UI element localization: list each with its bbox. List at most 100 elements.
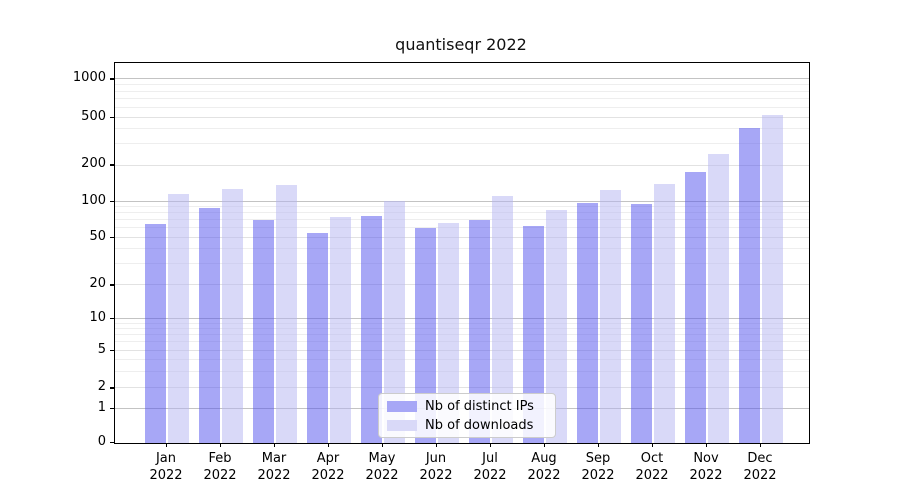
y-tick-label-0: 0	[97, 434, 106, 449]
y-tick-mark-500	[110, 116, 114, 119]
legend-label-nb-of-downloads: Nb of downloads	[425, 417, 534, 433]
chart-title: quantiseqr 2022	[395, 35, 527, 54]
bar-nb-of-downloads-nov-2022	[708, 154, 729, 443]
x-tick-label-may-2022: May 2022	[365, 451, 399, 483]
bar-nb-of-distinct-ips-jun-2022	[415, 228, 436, 443]
x-tick-mark-aug-2022	[544, 443, 546, 447]
x-tick-mark-sep-2022	[598, 443, 600, 447]
gridline-5	[115, 349, 809, 351]
gridline-900	[115, 84, 809, 86]
x-tick-mark-feb-2022	[220, 443, 222, 447]
plot-area: Nb of distinct IPs Nb of downloads	[114, 62, 810, 444]
x-tick-label-jun-2022: Jun 2022	[419, 451, 453, 483]
bar-nb-of-distinct-ips-jan-2022	[145, 224, 166, 443]
gridline-4	[115, 358, 809, 360]
x-tick-label-jul-2022: Jul 2022	[473, 451, 507, 483]
bar-nb-of-downloads-mar-2022	[276, 185, 297, 443]
gridline-60	[115, 227, 809, 229]
bar-nb-of-downloads-jul-2022	[492, 195, 513, 443]
y-tick-label-2: 2	[97, 379, 106, 395]
y-tick-mark-10	[110, 318, 114, 320]
y-tick-label-20: 20	[89, 276, 106, 292]
bar-nb-of-distinct-ips-sep-2022	[577, 203, 598, 443]
gridline-6	[115, 341, 809, 343]
y-tick-mark-1000	[110, 78, 114, 80]
gridline-80	[115, 212, 809, 214]
y-tick-label-50: 50	[89, 228, 106, 244]
x-tick-label-oct-2022: Oct 2022	[635, 451, 669, 483]
gridline-300	[115, 143, 809, 145]
x-tick-label-apr-2022: Apr 2022	[311, 451, 345, 483]
gridline-1000	[115, 78, 809, 80]
y-tick-mark-0	[110, 442, 114, 444]
y-tick-mark-1	[110, 407, 114, 409]
bar-nb-of-distinct-ips-aug-2022	[523, 225, 544, 443]
bar-nb-of-distinct-ips-feb-2022	[199, 207, 220, 443]
y-tick-label-100: 100	[81, 192, 106, 208]
bar-nb-of-downloads-sep-2022	[600, 190, 621, 443]
bar-nb-of-downloads-oct-2022	[654, 184, 675, 443]
legend-label-nb-of-distinct-ips: Nb of distinct IPs	[425, 398, 534, 414]
x-tick-label-feb-2022: Feb 2022	[203, 451, 237, 483]
y-tick-mark-200	[110, 164, 114, 166]
x-tick-label-aug-2022: Aug 2022	[527, 451, 561, 483]
y-tick-mark-20	[110, 284, 114, 286]
y-tick-label-10: 10	[89, 310, 106, 325]
x-tick-label-nov-2022: Nov 2022	[689, 451, 723, 483]
y-tick-label-200: 200	[81, 156, 106, 172]
x-tick-mark-oct-2022	[652, 443, 654, 447]
gridline-400	[115, 128, 809, 130]
legend-row-nb-of-downloads: Nb of downloads	[387, 418, 547, 433]
legend-swatch-nb-of-downloads	[387, 419, 417, 431]
legend-swatch-nb-of-distinct-ips	[387, 400, 417, 412]
x-tick-label-sep-2022: Sep 2022	[581, 451, 615, 483]
gridline-50	[115, 236, 809, 238]
x-tick-label-mar-2022: Mar 2022	[257, 451, 291, 483]
bar-nb-of-downloads-apr-2022	[330, 217, 351, 443]
legend-row-nb-of-distinct-ips: Nb of distinct IPs	[387, 399, 547, 414]
bar-nb-of-downloads-feb-2022	[222, 188, 243, 443]
bar-nb-of-downloads-jan-2022	[168, 193, 189, 443]
gridline-500	[115, 116, 809, 118]
x-tick-label-jan-2022: Jan 2022	[149, 451, 183, 483]
y-tick-label-500: 500	[81, 108, 106, 124]
bar-nb-of-distinct-ips-may-2022	[361, 215, 382, 443]
gridline-3	[115, 370, 809, 372]
legend: Nb of distinct IPs Nb of downloads	[378, 393, 556, 438]
bar-nb-of-distinct-ips-apr-2022	[307, 232, 328, 443]
y-tick-mark-5	[110, 349, 114, 351]
bar-nb-of-downloads-aug-2022	[546, 210, 567, 443]
y-tick-label-5: 5	[97, 341, 106, 357]
x-tick-mark-mar-2022	[274, 443, 276, 447]
y-tick-mark-2	[110, 387, 114, 389]
bar-nb-of-distinct-ips-oct-2022	[631, 204, 652, 443]
gridline-600	[115, 106, 809, 108]
x-tick-mark-jul-2022	[490, 443, 492, 447]
x-tick-label-dec-2022: Dec 2022	[743, 451, 777, 483]
bar-nb-of-downloads-may-2022	[384, 201, 405, 443]
gridline-90	[115, 206, 809, 208]
gridline-2	[115, 387, 809, 389]
gridline-200	[115, 164, 809, 166]
bar-nb-of-distinct-ips-nov-2022	[685, 171, 706, 443]
x-tick-mark-nov-2022	[706, 443, 708, 447]
x-tick-mark-may-2022	[382, 443, 384, 447]
bar-nb-of-downloads-jun-2022	[438, 223, 459, 443]
gridline-70	[115, 219, 809, 221]
y-tick-label-1: 1	[97, 399, 106, 415]
gridline-10	[115, 318, 809, 320]
y-tick-mark-50	[110, 236, 114, 238]
gridline-9	[115, 322, 809, 324]
gridline-7	[115, 334, 809, 336]
gridline-700	[115, 98, 809, 100]
x-tick-mark-dec-2022	[760, 443, 762, 447]
gridline-800	[115, 90, 809, 92]
x-tick-mark-jan-2022	[166, 443, 168, 447]
x-tick-mark-jun-2022	[436, 443, 438, 447]
y-tick-label-1000: 1000	[72, 70, 106, 86]
bar-nb-of-distinct-ips-jul-2022	[469, 220, 490, 443]
y-tick-mark-100	[110, 200, 114, 202]
bar-nb-of-distinct-ips-mar-2022	[253, 220, 274, 443]
gridline-20	[115, 284, 809, 286]
